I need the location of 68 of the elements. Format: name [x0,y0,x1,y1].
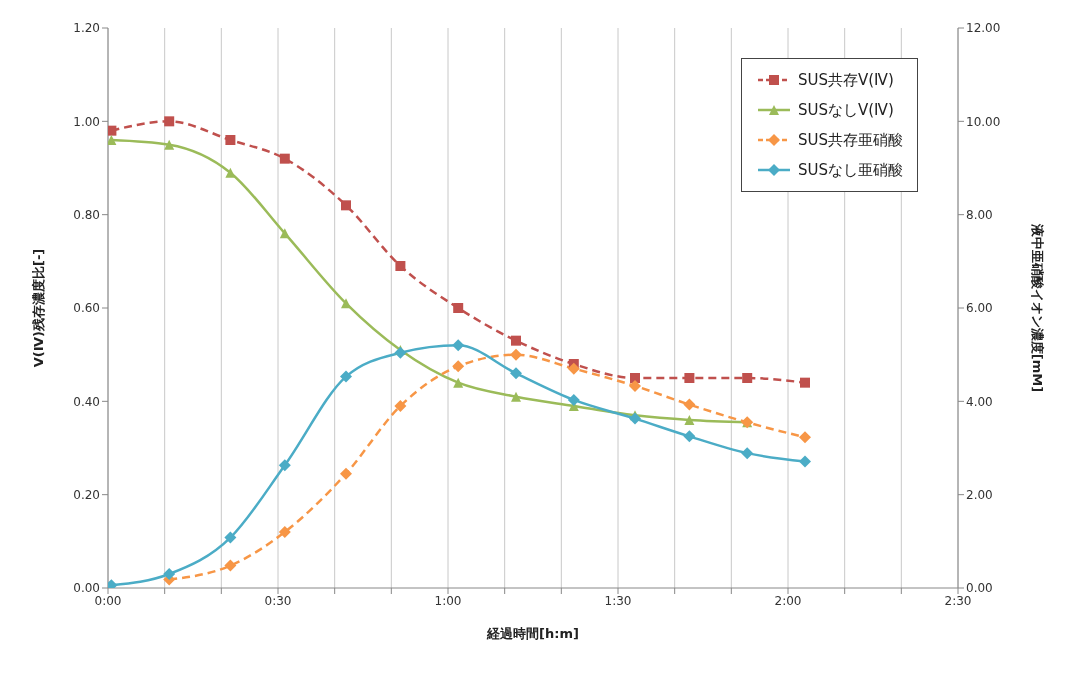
y2-tick-label: 8.00 [966,207,993,222]
point [394,346,407,359]
y2-tick-label: 10.00 [966,114,1001,129]
point [629,412,641,425]
y-tick-label: 0.20 [73,487,100,502]
point [567,393,580,406]
point [278,459,291,472]
point [224,559,237,572]
point [799,431,811,444]
point [742,373,753,383]
x-axis-title: 経過時間[h:m] [486,626,579,641]
y2-tick-label: 2.00 [966,487,993,502]
y-tick-label: 0.00 [73,581,100,596]
point [108,135,117,145]
point [684,415,695,425]
legend-label: SUSなし亜硝酸 [797,160,903,180]
point [452,360,465,373]
point [394,400,407,412]
point [453,377,464,388]
y2-axis-title: 液中亜硝酸イオン濃度[mM] [1030,222,1046,393]
point [453,303,464,313]
y-tick-label: 1.20 [73,21,100,36]
point [341,298,351,309]
x-tick-label: 0:00 [94,593,122,608]
y2-tick-label: 4.00 [966,394,993,409]
point [800,377,810,388]
y2-tick-label: 0.00 [966,581,993,596]
point [279,153,290,164]
point [164,116,175,127]
point [225,167,236,178]
point [164,139,175,150]
x-tick-label: 0:30 [264,593,292,608]
point [510,367,522,380]
x-tick-label: 1:00 [434,593,462,608]
point [278,526,291,538]
point [224,531,237,544]
legend-label: SUS共存V(Ⅳ) [797,70,894,90]
point [341,200,351,211]
point [510,348,522,361]
point [395,261,406,271]
y2-tick-label: 12.00 [966,21,1001,36]
x-tick-label: 2:00 [774,593,802,608]
point [683,430,696,443]
point [511,335,521,346]
x-tick-label: 1:30 [604,593,632,608]
point [279,228,290,239]
point [567,362,580,375]
point [629,379,641,392]
point [741,447,754,460]
point [683,398,696,411]
point [511,391,521,402]
legend-label: SUS共存亜硝酸 [797,130,903,150]
y-tick-label: 0.40 [73,394,100,409]
point [452,339,465,352]
x-tick-label: 2:30 [944,593,972,608]
point [340,370,352,383]
y-axis-title: V(Ⅳ)残存濃度比[-] [30,248,46,368]
legend-label: SUSなしV(Ⅳ) [797,100,894,120]
y-tick-label: 0.80 [73,207,100,222]
y-tick-label: 0.60 [73,301,100,316]
point [799,455,811,468]
y2-tick-label: 6.00 [966,301,993,316]
point [225,135,236,145]
point [163,568,176,580]
point [684,373,695,383]
y-tick-label: 1.00 [73,114,100,129]
point [108,125,117,136]
point [340,467,352,480]
